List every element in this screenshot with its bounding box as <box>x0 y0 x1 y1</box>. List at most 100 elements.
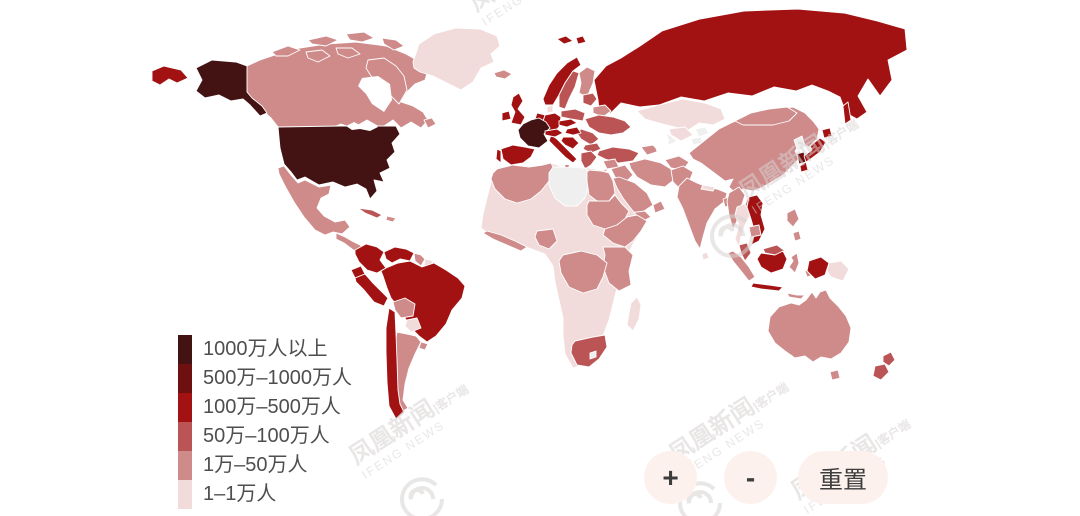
country-arctic-island-2[interactable] <box>307 35 339 47</box>
country-arctic-island-6[interactable] <box>335 47 361 59</box>
country-finland[interactable] <box>578 66 596 98</box>
legend-swatch-2 <box>178 364 192 393</box>
country-usa[interactable] <box>277 125 401 200</box>
country-nigeria[interactable] <box>534 228 558 250</box>
country-turkey[interactable] <box>596 146 640 164</box>
country-uk[interactable] <box>510 92 526 126</box>
country-cambodia[interactable] <box>748 224 762 238</box>
country-iraq[interactable] <box>610 164 634 184</box>
zoom-out-button[interactable]: - <box>724 451 777 504</box>
country-bulgaria[interactable] <box>582 142 602 154</box>
country-chile[interactable] <box>385 307 405 420</box>
country-balkans[interactable] <box>560 136 580 150</box>
country-oman[interactable] <box>652 200 666 214</box>
hudson-bay <box>358 76 392 112</box>
reset-button[interactable]: 重置 <box>798 451 888 504</box>
country-ukraine[interactable] <box>584 114 632 136</box>
legend-swatch-3 <box>178 393 192 422</box>
country-iran[interactable] <box>628 158 676 188</box>
country-java[interactable] <box>750 282 784 292</box>
country-horn-of-africa[interactable] <box>602 214 648 248</box>
country-papua-new-guinea[interactable] <box>826 260 850 282</box>
country-uruguay[interactable] <box>418 341 429 351</box>
country-australia[interactable] <box>767 289 852 363</box>
country-mexico[interactable] <box>277 165 351 236</box>
country-kalimantan[interactable] <box>756 250 788 274</box>
country-belarus[interactable] <box>592 104 612 118</box>
country-sri-lanka[interactable] <box>701 251 710 261</box>
legend-label-1: 1000万人以上 <box>203 338 328 360</box>
country-cuba[interactable] <box>357 207 383 219</box>
country-spain[interactable] <box>500 144 536 166</box>
country-japan-hokkaido[interactable] <box>821 127 833 139</box>
zoom-in-button[interactable]: + <box>644 451 697 504</box>
country-sakhalin[interactable] <box>842 101 852 125</box>
country-venezuela[interactable] <box>383 246 415 264</box>
country-nepal[interactable] <box>700 184 716 192</box>
country-guyana[interactable] <box>413 252 426 267</box>
country-tasmania[interactable] <box>829 369 841 381</box>
map-legend: 1000万人以上 500万–1000万人 100万–500万人 50万–100万人 1万… <box>178 335 352 509</box>
country-sulawesi[interactable] <box>788 252 800 274</box>
country-japan-honshu[interactable] <box>803 137 827 163</box>
country-madagascar[interactable] <box>626 296 642 332</box>
country-kazakhstan[interactable] <box>636 98 726 132</box>
country-north-korea[interactable] <box>793 135 806 153</box>
country-libya[interactable] <box>548 166 590 207</box>
country-uzbekistan[interactable] <box>668 126 694 142</box>
country-nz-south-island[interactable] <box>872 363 890 381</box>
country-west-papua[interactable] <box>806 256 830 280</box>
country-poland[interactable] <box>560 108 586 122</box>
country-hispaniola[interactable] <box>385 215 397 223</box>
country-portugal[interactable] <box>495 148 502 164</box>
country-arctic-island-5[interactable] <box>305 49 331 63</box>
country-svalbard-b[interactable] <box>575 35 587 45</box>
country-hungary[interactable] <box>564 126 582 136</box>
country-france[interactable] <box>517 117 551 149</box>
country-czech-slovakia[interactable] <box>558 118 578 128</box>
country-baltics[interactable] <box>582 92 598 107</box>
country-sweden[interactable] <box>558 70 580 110</box>
country-arctic-island-4[interactable] <box>381 37 405 51</box>
country-denmark[interactable] <box>546 104 554 114</box>
country-philippines[interactable] <box>786 208 800 228</box>
country-switzerland-austria[interactable] <box>544 128 564 138</box>
country-bolivia[interactable] <box>392 297 416 319</box>
country-chukotka-wrap[interactable] <box>151 65 189 86</box>
country-arctic-island-1[interactable] <box>271 45 301 57</box>
country-mongolia[interactable] <box>734 106 798 126</box>
country-lesotho[interactable] <box>589 350 597 360</box>
phoenix-logo-icon <box>399 477 444 516</box>
country-nz-north-island[interactable] <box>882 351 896 367</box>
legend-color-bar <box>178 335 192 509</box>
country-arctic-island-3[interactable] <box>345 31 375 43</box>
country-svalbard-a[interactable] <box>556 35 574 45</box>
country-guinea-coast[interactable] <box>482 230 528 252</box>
legend-label-3: 100万–500万人 <box>203 396 341 418</box>
country-philippines-south[interactable] <box>792 230 802 242</box>
country-newfoundland[interactable] <box>423 117 437 129</box>
country-greenland[interactable] <box>412 27 501 91</box>
country-lesser-sunda[interactable] <box>786 292 806 300</box>
country-south-africa[interactable] <box>570 334 608 368</box>
country-brazil[interactable] <box>380 260 466 343</box>
country-ireland[interactable] <box>501 110 512 122</box>
country-italy[interactable] <box>548 134 578 164</box>
legend-labels: 1000万人以上 500万–1000万人 100万–500万人 50万–100万人 1万… <box>203 335 352 509</box>
country-paraguay[interactable] <box>404 317 422 333</box>
country-sumatra[interactable] <box>727 250 756 282</box>
country-drc[interactable] <box>558 250 608 294</box>
watermark-cn-text: 凤凰新闻|客户端 <box>344 373 473 470</box>
country-vietnam[interactable] <box>746 194 766 246</box>
country-kyrgyzstan[interactable] <box>694 126 710 138</box>
caspian-sea <box>654 126 669 158</box>
country-iceland[interactable] <box>493 69 513 80</box>
country-alaska[interactable] <box>195 59 268 117</box>
country-maghreb[interactable] <box>490 162 556 204</box>
country-japan-kyushu[interactable] <box>799 161 809 173</box>
country-russia[interactable] <box>593 8 908 120</box>
country-baffin-island[interactable] <box>365 57 408 105</box>
country-greece[interactable] <box>580 150 598 170</box>
country-peru[interactable] <box>354 273 389 307</box>
